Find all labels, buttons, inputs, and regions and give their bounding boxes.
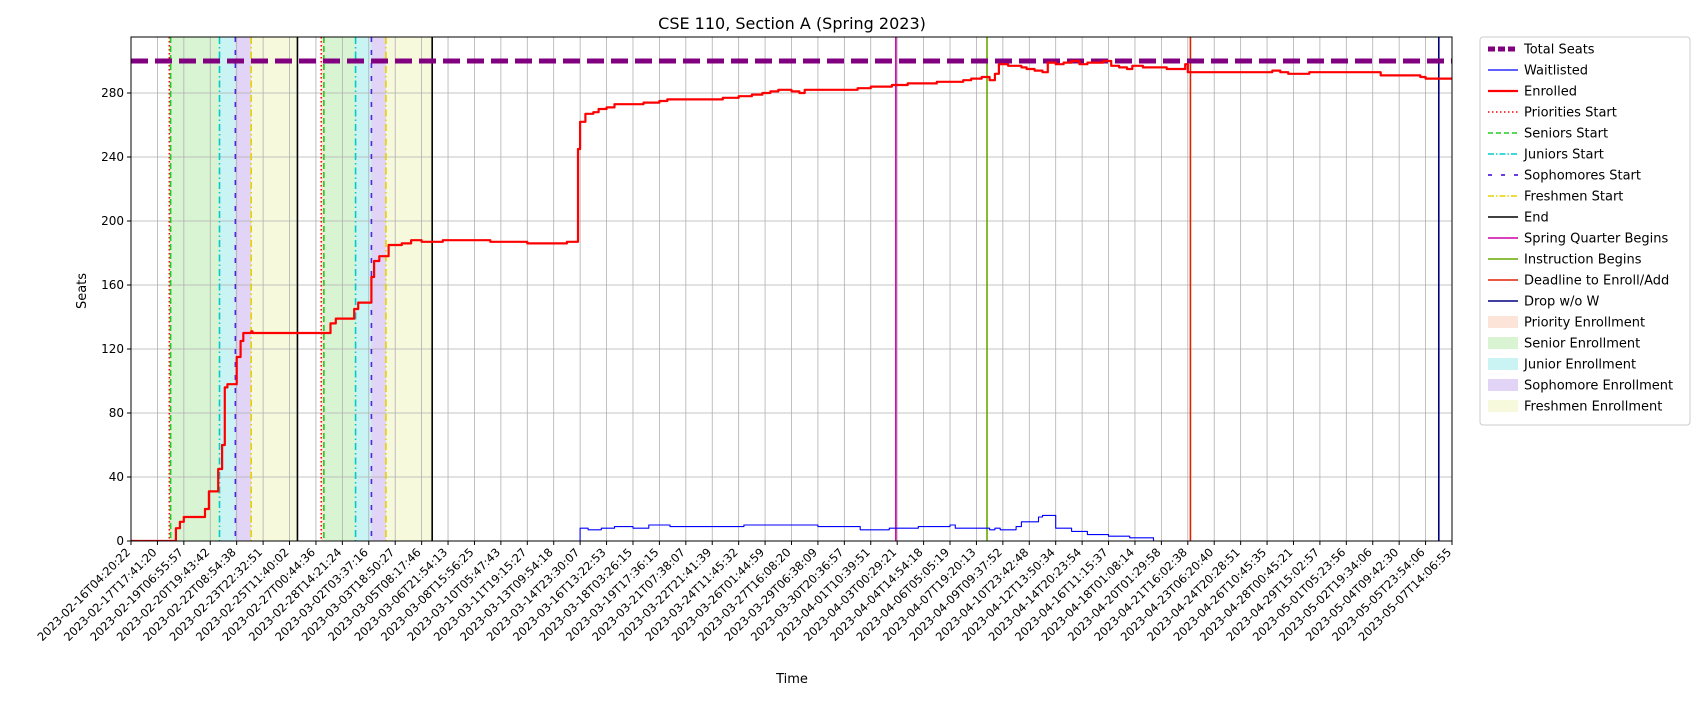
- y-tick-label: 160: [101, 278, 124, 292]
- enrollment-period-span: [219, 37, 236, 541]
- legend-entry-label: Senior Enrollment: [1524, 337, 1640, 352]
- enrollment-period-span: [323, 37, 356, 541]
- plot-area: 040801201602002402802023-02-16T04:20:222…: [34, 36, 1454, 644]
- legend-entry-label: Sophomores Start: [1524, 169, 1641, 184]
- legend: Total Seats Waitlisted Enrolled Priorities …: [1479, 36, 1691, 426]
- legend-entry-label: Priority Enrollment: [1524, 316, 1645, 331]
- legend-entry-label: Enrolled: [1524, 85, 1577, 100]
- legend-box: [1479, 36, 1691, 426]
- legend-entry-label: Sophomore Enrollment: [1524, 379, 1673, 394]
- legend-entry-label: Freshmen Start: [1524, 190, 1623, 205]
- legend-entry-label: Seniors Start: [1524, 127, 1608, 142]
- legend-entry-label: Spring Quarter Begins: [1524, 232, 1668, 247]
- y-tick-label: 40: [109, 470, 124, 484]
- legend-entry-label: Junior Enrollment: [1523, 358, 1636, 373]
- legend-entry-label: Instruction Begins: [1524, 253, 1642, 268]
- legend-swatch-patch: [1488, 337, 1518, 349]
- y-tick-label: 200: [101, 214, 124, 228]
- legend-swatch-patch: [1488, 316, 1518, 328]
- legend-swatch-patch: [1488, 379, 1518, 391]
- enrollment-period-span: [321, 37, 324, 541]
- legend-entry-label: Waitlisted: [1524, 64, 1588, 79]
- y-tick-label: 240: [101, 150, 124, 164]
- x-axis-label: Time: [775, 672, 808, 687]
- y-tick-label: 0: [116, 534, 124, 548]
- series-line-enrolled: [131, 59, 1452, 541]
- legend-entry-label: Freshmen Enrollment: [1524, 400, 1662, 415]
- enrollment-period-span: [170, 37, 220, 541]
- series-line-waitlisted: [131, 514, 1452, 541]
- chart-title: CSE 110, Section A (Spring 2023): [658, 14, 926, 33]
- y-tick-label: 80: [109, 406, 124, 420]
- legend-entry-label: Total Seats: [1523, 43, 1595, 58]
- y-tick-label: 280: [101, 86, 124, 100]
- legend-entry-label: Priorities Start: [1524, 106, 1617, 121]
- legend-swatch-patch: [1488, 358, 1518, 370]
- enrollment-period-span: [385, 37, 433, 541]
- legend-entry-label: End: [1524, 211, 1549, 226]
- legend-entry-label: Deadline to Enroll/Add: [1524, 274, 1669, 289]
- legend-entry-label: Juniors Start: [1523, 148, 1604, 163]
- legend-swatch-patch: [1488, 400, 1518, 412]
- enrollment-period-span: [355, 37, 372, 541]
- enrollment-period-span: [235, 37, 252, 541]
- enrollment-period-span: [371, 37, 386, 541]
- legend-entry-label: Drop w/o W: [1524, 295, 1600, 310]
- enrollment-period-span: [251, 37, 298, 541]
- y-axis-label: Seats: [75, 273, 90, 309]
- y-tick-label: 120: [101, 342, 124, 356]
